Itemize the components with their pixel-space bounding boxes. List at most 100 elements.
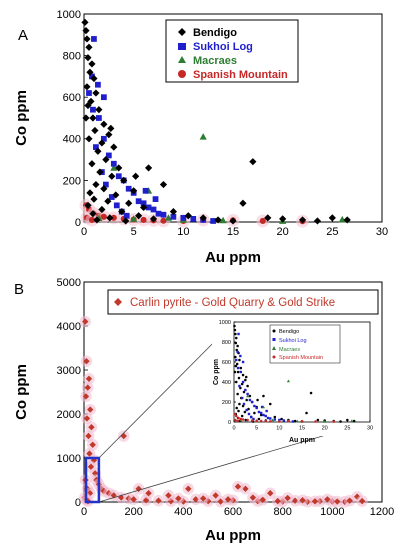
inset-y-tick-label: 0 bbox=[228, 420, 231, 426]
a-point-sukhoi-log bbox=[170, 213, 177, 220]
a-point-bendigo bbox=[100, 120, 108, 128]
a-point-bendigo bbox=[214, 216, 222, 224]
inset-point-spanish-mountain bbox=[332, 420, 336, 423]
inset-point-sukhoi-log bbox=[235, 358, 238, 362]
a-point-macraes bbox=[130, 215, 138, 222]
inset-point-bendigo bbox=[236, 392, 239, 396]
a-point-bendigo bbox=[84, 54, 92, 62]
inset-point-sukhoi-log bbox=[266, 416, 270, 420]
zoom-highlight-box bbox=[84, 456, 101, 504]
a-point-bendigo bbox=[122, 217, 130, 225]
b-y-tick-label: 3000 bbox=[57, 365, 81, 377]
inset-point-macraes bbox=[286, 379, 290, 383]
inset-data-points bbox=[233, 324, 356, 423]
inset-point-bendigo bbox=[234, 355, 237, 359]
a-point-sukhoi-log bbox=[210, 218, 217, 224]
inset-point-bendigo bbox=[234, 364, 238, 368]
a-point-bendigo bbox=[343, 216, 351, 224]
a-point-bendigo bbox=[90, 74, 98, 83]
a-point-bendigo bbox=[125, 199, 133, 207]
inset-point-bendigo bbox=[240, 382, 244, 386]
inset-point-spanish-mountain bbox=[237, 416, 240, 420]
a-point-spanish-mountain bbox=[110, 214, 117, 221]
a-point-bendigo bbox=[88, 160, 96, 168]
inset-x-tick-label: 30 bbox=[367, 426, 373, 432]
b-point-carlin-pyrite-gold-quarry-gold-strike bbox=[259, 496, 266, 503]
b-point-carlin-pyrite-gold-quarry-gold-strike bbox=[88, 424, 95, 431]
inset-legend-marker-spanish-mountain bbox=[272, 355, 276, 359]
inset-point-macraes bbox=[295, 419, 299, 423]
inset-point-bendigo bbox=[262, 394, 265, 398]
a-point-sukhoi-log bbox=[93, 144, 99, 150]
inset-point-bendigo bbox=[235, 362, 239, 366]
b-point-carlin-pyrite-gold-quarry-gold-strike bbox=[82, 393, 90, 400]
legend-label-macraes: Macraes bbox=[193, 55, 237, 67]
inset-point-bendigo bbox=[257, 417, 261, 421]
b-y-tick-label: 0 bbox=[75, 497, 81, 509]
a-point-sukhoi-log bbox=[96, 115, 102, 121]
inset-point-spanish-mountain bbox=[287, 419, 290, 423]
inset-point-macraes bbox=[350, 419, 354, 422]
inset-point-macraes bbox=[271, 418, 275, 422]
b-point-carlin-pyrite-gold-quarry-gold-strike bbox=[89, 441, 96, 448]
inset-point-bendigo bbox=[259, 413, 263, 417]
a-point-sukhoi-log bbox=[150, 206, 157, 213]
a-point-bendigo bbox=[264, 214, 272, 222]
inset-point-sukhoi-log bbox=[260, 411, 263, 415]
a-point-spanish-mountain bbox=[140, 216, 147, 223]
inset-point-spanish-mountain bbox=[234, 414, 238, 418]
inset-point-bendigo bbox=[305, 411, 308, 415]
inset-point-sukhoi-log bbox=[291, 420, 295, 423]
a-point-bendigo bbox=[84, 201, 92, 209]
a-point-sukhoi-log bbox=[152, 196, 159, 202]
inset-chart: 0 5 10 15 20 25 30 0 200 400 600 800 1000 Co ppm Au … bbox=[212, 318, 374, 444]
a-point-bendigo bbox=[81, 18, 89, 26]
b-x-tick-label: 400 bbox=[174, 506, 192, 518]
a-point-macraes bbox=[338, 215, 346, 223]
inset-y-axis-label: Co ppm bbox=[213, 359, 220, 385]
inset-point-sukhoi-log bbox=[236, 366, 240, 370]
inset-point-bendigo bbox=[240, 414, 244, 418]
inset-point-spanish-mountain bbox=[255, 419, 258, 423]
b-point-carlin-pyrite-gold-quarry-gold-strike bbox=[291, 497, 299, 504]
a-point-bendigo bbox=[169, 208, 177, 216]
b-point-carlin-pyrite-gold-quarry-gold-strike bbox=[234, 483, 242, 490]
a-point-bendigo bbox=[107, 124, 115, 132]
inset-point-spanish-mountain bbox=[239, 417, 243, 421]
inset-point-sukhoi-log bbox=[250, 415, 253, 419]
inset-point-bendigo bbox=[352, 419, 356, 423]
b-point-carlin-pyrite-gold-quarry-gold-strike bbox=[346, 497, 353, 504]
inset-legend-marker-bendigo bbox=[272, 329, 276, 333]
inset-point-bendigo bbox=[234, 341, 238, 345]
b-y-tick-label: 2000 bbox=[57, 409, 81, 421]
inset-point-bendigo bbox=[238, 358, 241, 362]
inset-point-bendigo bbox=[244, 418, 248, 422]
inset-point-macraes bbox=[323, 420, 327, 423]
b-point-carlin-pyrite-gold-quarry-gold-strike bbox=[267, 490, 274, 497]
inset-point-bendigo bbox=[241, 404, 245, 408]
inset-point-sukhoi-log bbox=[240, 396, 244, 400]
a-point-sukhoi-log bbox=[160, 211, 167, 218]
a-y-tick-label: 0 bbox=[75, 217, 81, 229]
inset-point-sukhoi-log bbox=[252, 417, 255, 421]
legend-marker-macraes bbox=[178, 56, 186, 63]
inset-y-tick-label: 1000 bbox=[219, 320, 231, 326]
a-point-macraes bbox=[199, 133, 207, 140]
b-point-carlin-pyrite-gold-quarry-gold-strike bbox=[84, 384, 91, 391]
inset-point-bendigo bbox=[233, 370, 237, 374]
a-point-sukhoi-log bbox=[113, 202, 120, 209]
inset-point-sukhoi-log bbox=[241, 380, 245, 384]
inset-point-bendigo bbox=[273, 415, 277, 419]
legend-marker-sukhoi-log bbox=[178, 43, 186, 50]
a-y-tick-label: 200 bbox=[63, 175, 81, 187]
a-point-bendigo bbox=[100, 185, 108, 193]
inset-point-spanish-mountain bbox=[264, 419, 268, 423]
data-points-a bbox=[79, 18, 351, 228]
a-point-bendigo bbox=[85, 135, 93, 143]
b-point-carlin-pyrite-gold-quarry-gold-strike bbox=[83, 358, 90, 365]
inset-point-bendigo bbox=[256, 398, 259, 402]
inset-point-bendigo bbox=[346, 418, 349, 422]
inset-x-tick-label: 10 bbox=[276, 426, 282, 432]
legend-label-spanish-mountain: Spanish Mountain bbox=[193, 69, 288, 81]
a-y-tick-label: 600 bbox=[63, 92, 81, 104]
